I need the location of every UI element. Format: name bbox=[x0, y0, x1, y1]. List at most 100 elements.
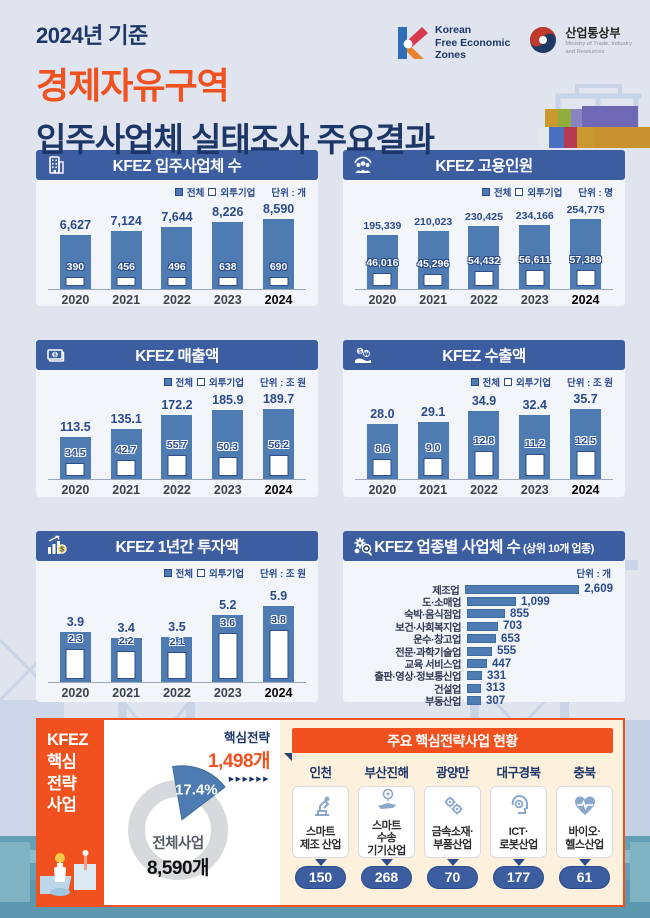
industry-card: 바이오· 헬스산업 bbox=[556, 786, 613, 858]
total-value-label: 35.7 bbox=[573, 392, 598, 406]
total-value-label: 7,644 bbox=[161, 210, 193, 224]
industry-bar bbox=[467, 646, 492, 656]
total-bar: 12.5 bbox=[570, 409, 602, 479]
fdi-bar bbox=[474, 451, 494, 476]
industry-name: 스마트 제조 산업 bbox=[299, 825, 342, 851]
hbar-row: 교육 서비스업 447 bbox=[355, 657, 613, 672]
bar-group: 195,339 46,016 bbox=[357, 220, 408, 289]
panel-employment: KFEZ 고용인원 전체 외투기업 단위 : 명 195,339 46,016 210,0… bbox=[343, 150, 625, 307]
industry-card: 스마트 제조 산업 bbox=[292, 786, 349, 858]
industry-value-label: 855 bbox=[510, 607, 530, 620]
export-icon: $ ₩ bbox=[352, 344, 374, 366]
total-value-label: 34.9 bbox=[471, 394, 497, 408]
bar-group: 3.4 2.2 bbox=[101, 621, 152, 682]
connector bbox=[512, 859, 525, 866]
industry-value-label: 331 bbox=[487, 669, 507, 682]
region-count-badge: 150 bbox=[295, 866, 346, 889]
fdi-bar bbox=[269, 277, 289, 286]
chart-legend: 전체 외투기업 단위 : 개 bbox=[48, 185, 306, 199]
total-bar: 56.2 bbox=[263, 409, 295, 479]
fdi-bar bbox=[116, 277, 136, 286]
connector bbox=[314, 859, 327, 866]
industry-label: 출판·영상·정보통신업 bbox=[374, 672, 461, 684]
total-bar: 496 bbox=[161, 227, 193, 289]
bar-group: 189.7 56.2 bbox=[253, 392, 304, 479]
donut-pct-label: 17.4% bbox=[175, 781, 218, 798]
region-card-4: 대구경북 ICT· 로봇산업 177 bbox=[490, 762, 547, 889]
fdi-bar bbox=[218, 633, 238, 679]
industry-name: 바이오· 헬스산업 bbox=[565, 825, 604, 851]
legend-total-swatch bbox=[470, 377, 479, 386]
bar-chart: 3.9 2.3 3.4 2.2 3.5 2.1 5.2 3.6 5.9 3.8 bbox=[48, 579, 306, 683]
fdi-value-label: 57,389 bbox=[569, 254, 602, 266]
total-bar: 45,296 bbox=[417, 231, 449, 289]
kfez-logo-icon bbox=[398, 26, 429, 59]
connector bbox=[380, 859, 393, 866]
unit-label: 단위 : 조 원 bbox=[566, 377, 613, 389]
fdi-bar bbox=[269, 455, 289, 476]
kfez-logo: Korean Free Economic Zones bbox=[394, 24, 510, 62]
hbar-row: 전문·과학기술업 555 bbox=[355, 645, 613, 659]
hbar-row: 부동산업 307 bbox=[355, 695, 613, 709]
total-value-label: 3.5 bbox=[168, 620, 186, 634]
industry-value-label: 313 bbox=[486, 682, 506, 695]
x-axis-labels: 2020 2021 2022 2023 2024 bbox=[355, 293, 613, 307]
year-label: 2023 bbox=[213, 293, 242, 307]
fdi-value-label: 2.3 bbox=[68, 633, 83, 645]
panel-title: KFEZ 입주사업체 수 bbox=[112, 158, 242, 175]
total-value-label: 3.9 bbox=[66, 615, 85, 629]
total-bar: 56,611 bbox=[519, 225, 551, 289]
fdi-bar bbox=[167, 652, 187, 679]
year-label: 2022 bbox=[163, 483, 191, 497]
total-bar: 46,016 bbox=[366, 235, 398, 289]
total-value-label: 135.1 bbox=[110, 412, 142, 426]
total-bar: 54,432 bbox=[468, 226, 500, 289]
industry-bar bbox=[467, 609, 505, 619]
panel-revenue: $ KFEZ 매출액 전체 외투기업 단위 : 조 원 113.5 34.5 135.1 4… bbox=[36, 340, 318, 497]
people-icon bbox=[352, 154, 374, 176]
total-value-label: 28.0 bbox=[370, 407, 395, 421]
donut-wedge bbox=[172, 765, 226, 821]
fdi-value-label: 12.5 bbox=[575, 435, 596, 447]
industry-value-label: 1,099 bbox=[521, 595, 550, 608]
total-value-label: 5.9 bbox=[269, 589, 288, 603]
page-title-line2: 입주사업체 실태조사 주요결과 bbox=[36, 121, 435, 158]
robot-arm-icon bbox=[308, 793, 334, 823]
region-name: 부산진해 bbox=[364, 766, 409, 780]
idea-illustration bbox=[40, 850, 96, 896]
core-strategy-count: 1,498개 bbox=[207, 751, 271, 772]
total-bar: 2.1 bbox=[161, 636, 193, 682]
x-axis-labels: 2020 2021 2022 2023 2024 bbox=[48, 293, 306, 307]
panel-investment: $ KFEZ 1년간 투자액 전체 외투기업 단위 : 조 원 3.9 2.3 3.4 2.… bbox=[36, 531, 318, 702]
year-label: 2022 bbox=[163, 293, 191, 307]
panel-title: KFEZ 고용인원 bbox=[435, 158, 533, 175]
industry-card: 금속소재· 부품산업 bbox=[424, 786, 481, 858]
year-label: 2021 bbox=[419, 293, 448, 307]
bar-group: 135.1 42.7 bbox=[101, 412, 152, 479]
fdi-value-label: 8.6 bbox=[375, 443, 390, 455]
total-bar: 2.2 bbox=[110, 635, 142, 682]
fdi-value-label: 11.2 bbox=[524, 438, 545, 450]
region-count-badge: 268 bbox=[361, 866, 412, 889]
industry-name: 스마트 수송 기기산업 bbox=[367, 819, 406, 857]
legend-fdi-swatch bbox=[503, 377, 512, 386]
hbar-row: 출판·영상·정보통신업 331 bbox=[355, 669, 613, 684]
year-label: 2022 bbox=[470, 293, 498, 307]
svg-text:₩: ₩ bbox=[364, 352, 370, 358]
fdi-bar bbox=[576, 270, 596, 286]
hbar-row: 보건·사회복지업 703 bbox=[355, 620, 613, 634]
year-label: 2021 bbox=[419, 483, 448, 497]
year-label: 2023 bbox=[213, 483, 242, 497]
legend-fdi-swatch bbox=[208, 187, 217, 196]
year-label: 2020 bbox=[368, 293, 397, 307]
total-value-label: 230,425 bbox=[465, 211, 503, 223]
year-label: 2020 bbox=[61, 293, 90, 307]
panel-industry-breakdown: KFEZ 업종별 사업체 수 (상위 10개 업종) 단위 : 개 제조업 2,60… bbox=[343, 531, 625, 708]
bar-group: 5.9 3.8 bbox=[253, 589, 304, 682]
total-value-label: 234,166 bbox=[515, 210, 554, 222]
unit-label: 단위 : 개 bbox=[271, 187, 306, 199]
x-axis-labels: 2020 2021 2022 2023 2024 bbox=[355, 483, 613, 497]
fdi-bar bbox=[116, 460, 136, 476]
fdi-value-label: 638 bbox=[219, 261, 237, 273]
legend-total-swatch bbox=[174, 187, 183, 196]
